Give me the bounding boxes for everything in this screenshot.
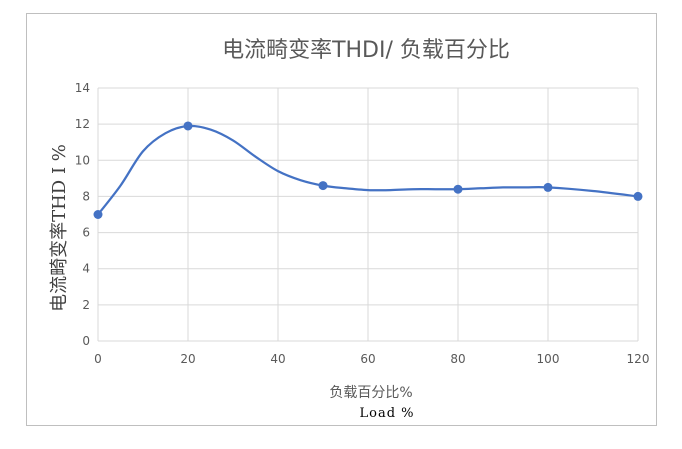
series-markers bbox=[93, 121, 643, 219]
x-axis-subtitle: Load % bbox=[359, 406, 414, 421]
x-tick-label: 100 bbox=[537, 352, 560, 366]
x-tick-label: 60 bbox=[360, 352, 375, 366]
x-tick-label: 120 bbox=[627, 352, 650, 366]
data-point-marker bbox=[633, 191, 643, 201]
x-tick-label: 80 bbox=[450, 352, 465, 366]
y-tick-labels: 0 2 4 6 8 10 12 14 bbox=[75, 81, 90, 348]
series-line bbox=[97, 124, 639, 216]
data-point-marker bbox=[183, 121, 193, 131]
chart-svg: 电流畸变率THDI/ 负载百分比 0 2 4 6 8 10 12 14 0 20 40 60 80 10… bbox=[49, 38, 649, 421]
y-tick-label: 10 bbox=[75, 153, 90, 167]
y-tick-label: 6 bbox=[82, 226, 90, 240]
y-tick-label: 14 bbox=[75, 81, 90, 95]
x-tick-label: 0 bbox=[94, 352, 102, 366]
y-axis-title: 电流畸变率THD I % bbox=[49, 144, 70, 312]
x-tick-labels: 0 20 40 60 80 100 120 bbox=[94, 352, 649, 366]
y-tick-label: 2 bbox=[82, 298, 90, 312]
chart-frame: 电流畸变率THDI/ 负载百分比 0 2 4 6 8 10 12 14 0 20 40 60 80 10… bbox=[26, 13, 657, 426]
data-point-marker bbox=[453, 184, 463, 194]
y-tick-label: 0 bbox=[82, 334, 90, 348]
data-point-marker bbox=[318, 181, 328, 191]
y-tick-label: 8 bbox=[82, 189, 90, 203]
x-axis-title: 负载百分比% bbox=[329, 385, 412, 401]
chart-title: 电流畸变率THDI/ 负载百分比 bbox=[222, 38, 510, 63]
x-tick-label: 40 bbox=[270, 352, 285, 366]
x-tick-label: 20 bbox=[180, 352, 195, 366]
data-point-marker bbox=[543, 182, 553, 192]
data-point-marker bbox=[93, 210, 103, 219]
grid-lines bbox=[97, 87, 639, 342]
y-tick-label: 12 bbox=[75, 117, 90, 131]
y-tick-label: 4 bbox=[82, 262, 90, 276]
